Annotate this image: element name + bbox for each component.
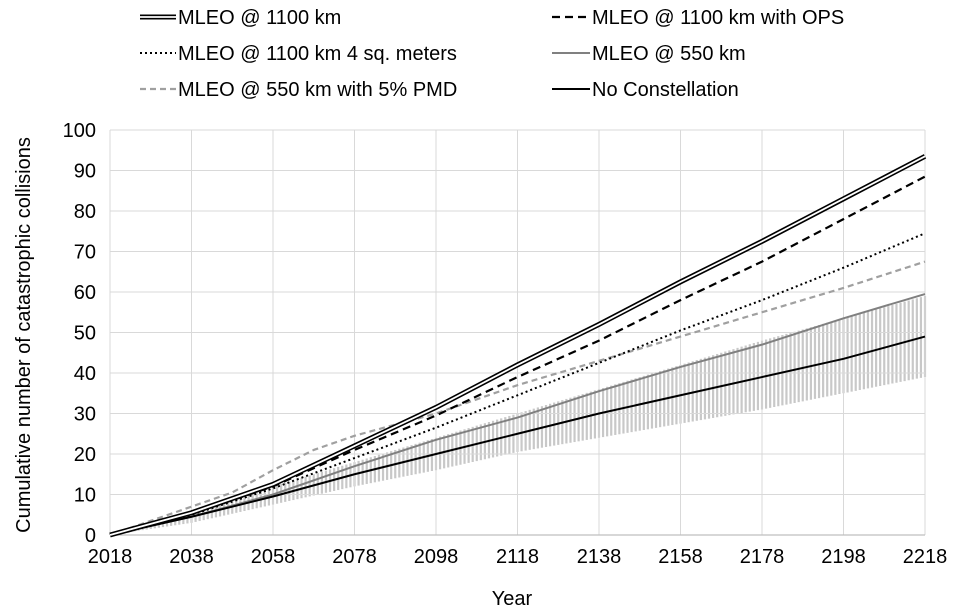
y-tick-label: 0 [85, 525, 96, 547]
y-tick-label: 60 [74, 282, 96, 304]
legend-label: No Constellation [592, 79, 739, 101]
legend-item-mleo-550-km: MLEO @ 550 km [552, 43, 746, 65]
legend-item-mleo-1100-km-4-sq-meters: MLEO @ 1100 km 4 sq. meters [140, 43, 457, 65]
legend-item-mleo-1100-km-with-ops: MLEO @ 1100 km with OPS [552, 7, 844, 29]
x-tick-label: 2218 [903, 546, 948, 568]
gridlines [109, 129, 926, 536]
x-tick-label: 2078 [332, 546, 377, 568]
legend-label: MLEO @ 1100 km 4 sq. meters [178, 43, 457, 65]
y-tick-label: 80 [74, 201, 96, 223]
x-tick-label: 2158 [658, 546, 703, 568]
y-tick-label: 50 [74, 323, 96, 345]
legend: MLEO @ 1100 km MLEO @ 1100 km with OPS MLE… [140, 7, 844, 101]
y-tick-label: 20 [74, 444, 96, 466]
series-line-mleo-1100-km [109, 154, 927, 538]
legend-item-mleo-550-km-with-5-pmd: MLEO @ 550 km with 5% PMD [140, 79, 457, 101]
x-tick-label: 2098 [414, 546, 459, 568]
axis-labels: Year Cumulative number of catastrophic c… [13, 137, 533, 610]
legend-label: MLEO @ 1100 km [178, 7, 341, 29]
y-tick-label: 30 [74, 404, 96, 426]
legend-item-no-constellation: No Constellation [552, 79, 739, 101]
x-tick-label: 2018 [88, 546, 133, 568]
series-line-no-constellation [109, 335, 926, 536]
legend-label: MLEO @ 550 km with 5% PMD [178, 79, 457, 101]
x-tick-label: 2118 [496, 546, 539, 568]
y-tick-label: 40 [74, 363, 96, 385]
x-tick-label: 2178 [740, 546, 785, 568]
x-tick-label: 2198 [821, 546, 866, 568]
y-tick-label: 10 [74, 485, 96, 507]
y-tick-label: 90 [74, 161, 96, 183]
series-line-mleo-1100-km-4-sq-meters [109, 232, 926, 536]
x-axis-title: Year [492, 588, 533, 610]
x-tick-label: 2038 [169, 546, 214, 568]
x-tick-label: 2138 [577, 546, 622, 568]
axes: 2018 2038 2058 2078 2098 2118 2138 2158 2178 2198… [63, 120, 948, 568]
series-line-mleo-550-km [109, 293, 926, 536]
series-lines [109, 154, 927, 538]
legend-label: MLEO @ 1100 km with OPS [592, 7, 844, 29]
y-tick-label: 100 [63, 120, 96, 142]
y-axis-title: Cumulative number of catastrophic collis… [13, 137, 35, 533]
series-inner-stroke [109, 155, 926, 536]
y-tick-label: 70 [74, 242, 96, 264]
x-tick-label: 2058 [251, 546, 296, 568]
legend-label: MLEO @ 550 km [592, 43, 746, 65]
series-line-mleo-550-km-with-5-pmd [109, 260, 926, 537]
legend-item-mleo-1100-km: MLEO @ 1100 km [140, 7, 341, 29]
